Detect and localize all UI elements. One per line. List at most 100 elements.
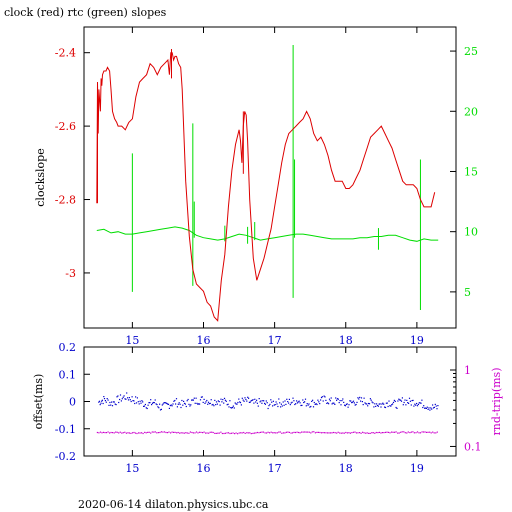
offset-point [114,403,116,405]
offset-point [297,401,299,403]
offset-point [359,396,361,398]
rnd-trip-point [284,432,286,434]
offset-point [218,401,220,403]
offset-point [280,403,282,405]
rnd-trip-point [125,432,127,434]
rnd-trip-point [349,432,351,434]
rnd-trip-point [258,432,260,434]
offset-point [325,399,327,401]
rnd-trip-point [430,432,432,434]
rnd-trip-point [288,431,290,433]
offset-point [368,403,371,405]
offset-point [430,407,432,409]
offset-point [372,402,374,404]
offset-point [249,401,251,403]
rnd-trip-point [165,431,167,434]
offset-point [429,409,431,411]
offset-point [115,404,117,406]
offset-point [434,403,436,405]
offset-point [173,400,175,402]
offset-point [104,400,106,402]
rnd-trip-point [403,431,405,433]
offset-point [278,398,280,400]
rnd-trip-point [139,432,141,434]
offset-point [313,401,315,404]
offset-point [176,406,178,408]
offset-point [352,400,355,402]
rnd-trip-point [273,432,275,434]
offset-point [412,399,414,401]
offset-point [159,409,162,411]
chart-title: clock (red) rtc (green) slopes [4,6,167,19]
rnd-trip-point [322,432,324,434]
rnd-trip-point [197,432,199,434]
rnd-trip-point [389,432,391,434]
offset-point [404,399,406,401]
offset-point [337,398,339,400]
offset-point [328,403,330,405]
offset-point [241,397,243,399]
offset-point [213,405,215,407]
offset-point [286,398,288,400]
offset-point [234,402,236,404]
rnd-trip-point [436,431,438,433]
rnd-trip-point [168,431,170,433]
offset-point [406,399,408,401]
offset-point [291,401,293,403]
rnd-trip-point [243,431,245,434]
offset-point [336,398,339,400]
offset-point [258,398,260,400]
rnd-trip-point [296,431,298,433]
offset-point [255,401,257,403]
offset-point [267,407,269,410]
offset-point [320,397,323,399]
offset-point [230,407,232,409]
offset-point [179,403,181,405]
offset-point [432,404,434,406]
offset-point [371,401,373,403]
offset-point [370,399,372,401]
rnd-trip-point [182,432,184,434]
rnd-trip-point [237,433,239,435]
offset-point [211,404,213,406]
rnd-trip-point [331,432,333,434]
rnd-trip-point [227,432,230,434]
offset-point [420,402,422,404]
offset-point [233,407,235,409]
rnd-trip-point [407,431,409,433]
rnd-trip-point [148,431,150,433]
offset-point [248,401,250,403]
offset-point [405,404,407,406]
offset-point [125,398,127,400]
offset-point [108,404,110,406]
offset-point [260,400,262,402]
rnd-trip-point [113,432,115,434]
footer-host-date: 2020-06-14 dilaton.physics.ubc.ca [78,498,269,511]
offset-point [257,405,259,407]
rnd-trip-point [185,432,187,434]
offset-point [239,402,242,404]
rnd-trip-point [423,431,425,433]
rnd-trip-point [179,432,181,434]
offset-point [122,396,124,398]
offset-point [182,404,184,406]
offset-point [124,398,126,400]
offset-point [431,408,433,410]
offset-point [273,404,275,406]
offset-point [143,405,145,407]
offset-point [142,401,144,403]
offset-point [422,406,424,409]
rnd-trip-point [362,431,364,433]
rnd-trip-point [141,432,143,434]
rnd-trip-point [298,431,300,434]
offset-point [368,402,370,405]
rnd-trip-point [339,432,341,434]
rnd-trip-point [150,432,152,434]
offset-point [133,400,135,402]
offset-point [103,396,105,398]
offset-point [276,403,278,405]
rnd-trip-point [429,431,431,433]
rnd-trip-point [291,432,294,434]
offset-point [145,407,147,409]
rnd-trip-point [170,432,172,434]
